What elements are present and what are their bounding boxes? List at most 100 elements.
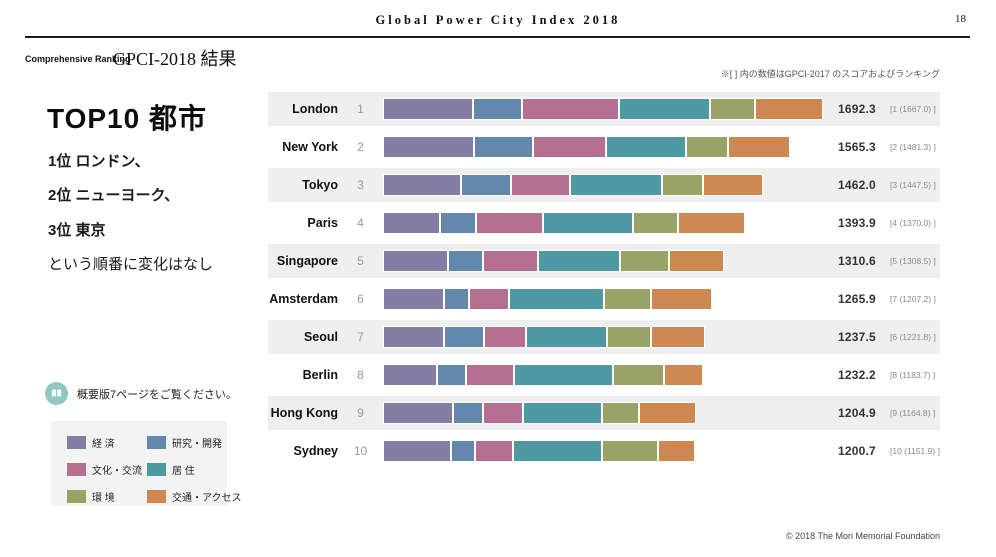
legend-item-livability: 居 住 — [147, 462, 242, 477]
bar-area-seoul — [383, 326, 828, 348]
chart-row-hong-kong: Hong Kong 9 1204.9 [9 (1164.8) ] — [268, 396, 940, 430]
score-2017-london: [1 (1667.0) ] — [890, 104, 936, 114]
score-2017-tokyo: [3 (1447.5) ] — [890, 180, 936, 190]
rank-number-new-york: 2 — [357, 140, 364, 154]
section-label: Comprehensive Ranking — [25, 54, 131, 64]
legend-item-economy: 経 済 — [67, 435, 147, 450]
city-label-sydney: Sydney — [293, 444, 338, 458]
bar-segment-culture — [484, 326, 527, 348]
bar-segment-culture — [532, 136, 606, 158]
score-2018-london: 1692.3 — [838, 102, 876, 116]
bar-segment-economy — [383, 364, 438, 386]
score-2017-berlin: [8 (1183.7) ] — [890, 370, 936, 380]
score-2018-seoul: 1237.5 — [838, 330, 876, 344]
chart-row-berlin: Berlin 8 1232.2 [8 (1183.7) ] — [268, 358, 940, 392]
city-label-new-york: New York — [282, 140, 338, 154]
bar-segment-culture — [510, 174, 570, 196]
city-label-paris: Paris — [307, 216, 338, 230]
stacked-bar-seoul — [383, 326, 705, 348]
rank-number-berlin: 8 — [357, 368, 364, 382]
bar-segment-livability — [538, 250, 620, 272]
chart-row-sydney: Sydney 10 1200.7 [10 (1151.9) ] — [268, 434, 940, 468]
page-title: TOP10 都市 — [47, 103, 207, 134]
score-2017-amsterdam: [7 (1207.2) ] — [890, 294, 936, 304]
rank-number-seoul: 7 — [357, 330, 364, 344]
city-label-berlin: Berlin — [302, 368, 338, 382]
bar-segment-accessibility — [639, 402, 696, 424]
reference-note-text: 概要版7ページをご覧ください。 — [77, 388, 237, 401]
bar-segment-rnd — [444, 288, 469, 310]
bar-area-singapore — [383, 250, 828, 272]
rank-number-paris: 4 — [357, 216, 364, 230]
chart-row-tokyo: Tokyo 3 1462.0 [3 (1447.5) ] — [268, 168, 940, 202]
legend-item-culture: 文化・交流 — [67, 462, 147, 477]
rank-number-tokyo: 3 — [357, 178, 364, 192]
summary-line-4: という順番に変化はなし — [48, 255, 214, 273]
bar-segment-rnd — [440, 212, 476, 234]
chart-row-amsterdam: Amsterdam 6 1265.9 [7 (1207.2) ] — [268, 282, 940, 316]
bar-segment-livability — [619, 98, 711, 120]
bar-segment-livability — [526, 326, 607, 348]
legend-label-culture: 文化・交流 — [92, 466, 142, 477]
legend-swatch-environment — [67, 490, 86, 503]
legend-swatch-rnd — [147, 436, 166, 449]
summary-line-3: 3位 東京 — [48, 221, 106, 239]
legend-label-economy: 経 済 — [92, 439, 115, 450]
city-label-london: London — [292, 102, 338, 116]
stacked-bar-amsterdam — [383, 288, 712, 310]
bar-segment-accessibility — [669, 250, 724, 272]
bar-segment-livability — [508, 288, 604, 310]
stacked-bar-tokyo — [383, 174, 763, 196]
rank-number-sydney: 10 — [353, 444, 368, 458]
ranking-chart: London 1 1692.3 [1 (1667.0) ] New York 2 1565.… — [268, 88, 940, 472]
bar-segment-culture — [482, 250, 539, 272]
bar-segment-environment — [633, 212, 679, 234]
score-2017-hong-kong: [9 (1164.8) ] — [890, 408, 936, 418]
page-number: 18 — [955, 13, 966, 25]
bar-segment-livability — [513, 440, 602, 462]
city-label-amsterdam: Amsterdam — [269, 292, 338, 306]
bar-segment-culture — [521, 98, 620, 120]
score-2018-paris: 1393.9 — [838, 216, 876, 230]
slide-header-title: Global Power City Index 2018 — [375, 13, 621, 27]
score-2017-singapore: [5 (1308.5) ] — [890, 256, 936, 266]
bar-segment-livability — [522, 402, 602, 424]
bar-segment-economy — [383, 98, 473, 120]
city-label-seoul: Seoul — [303, 330, 338, 344]
chart-row-singapore: Singapore 5 1310.6 [5 (1308.5) ] — [268, 244, 940, 278]
bar-segment-environment — [710, 98, 756, 120]
bar-segment-environment — [606, 326, 652, 348]
chart-footnote: ※[ ] 内の数値はGPCI-2017 のスコアおよびランキング — [720, 69, 940, 79]
bar-area-sydney — [383, 440, 828, 462]
bar-segment-environment — [613, 364, 665, 386]
bar-segment-livability — [605, 136, 686, 158]
bar-segment-environment — [662, 174, 704, 196]
legend-item-rnd: 研究・開発 — [147, 435, 242, 450]
bar-segment-rnd — [472, 98, 522, 120]
bar-segment-rnd — [443, 326, 485, 348]
stacked-bar-hong-kong — [383, 402, 696, 424]
legend-swatch-culture — [67, 463, 86, 476]
score-2017-sydney: [10 (1151.9) ] — [890, 446, 940, 456]
score-2018-hong-kong: 1204.9 — [838, 406, 876, 420]
bar-segment-rnd — [453, 402, 484, 424]
summary-text: 1位 ロンドン、 2位 ニューヨーク、 3位 東京 という順番に変化はなし — [48, 152, 213, 289]
bar-segment-accessibility — [651, 326, 705, 348]
bar-segment-culture — [468, 288, 509, 310]
legend-label-accessibility: 交通・アクセス — [172, 493, 242, 504]
bar-segment-accessibility — [755, 98, 824, 120]
bar-segment-accessibility — [664, 364, 703, 386]
bar-segment-environment — [603, 288, 652, 310]
bar-segment-economy — [383, 174, 462, 196]
bar-segment-economy — [383, 212, 441, 234]
bar-segment-economy — [383, 440, 451, 462]
bar-segment-livability — [513, 364, 614, 386]
bar-area-tokyo — [383, 174, 828, 196]
rank-number-hong-kong: 9 — [357, 406, 364, 420]
score-2018-tokyo: 1462.0 — [838, 178, 876, 192]
legend-label-environment: 環 境 — [92, 493, 115, 504]
bar-area-london — [383, 98, 828, 120]
stacked-bar-singapore — [383, 250, 724, 272]
city-label-hong-kong: Hong Kong — [270, 406, 338, 420]
bar-segment-livability — [542, 212, 634, 234]
